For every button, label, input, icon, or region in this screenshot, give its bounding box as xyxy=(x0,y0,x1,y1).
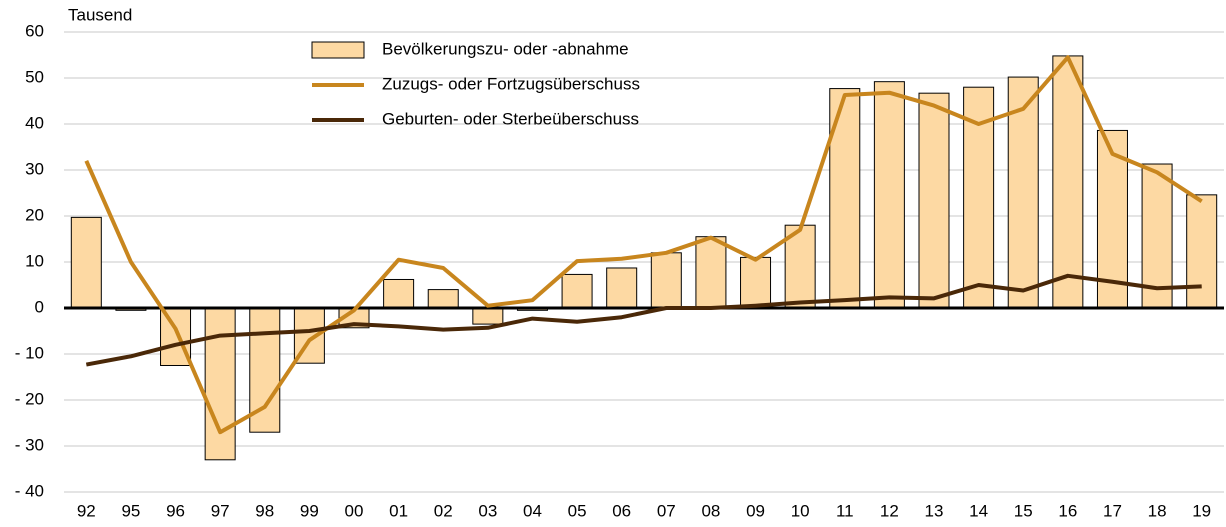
bar xyxy=(427,289,459,309)
x-tick-label: 04 xyxy=(523,501,542,520)
bar xyxy=(918,92,950,309)
bar xyxy=(204,307,236,461)
line xyxy=(85,273,1202,367)
bar xyxy=(606,267,638,309)
y-tick-label: 10 xyxy=(25,251,44,270)
x-tick-label: 17 xyxy=(1103,501,1122,520)
x-tick-label: 92 xyxy=(77,501,96,520)
legend-label: Zuzugs- oder Fortzugsüberschuss xyxy=(382,74,640,93)
x-tick-label: 00 xyxy=(345,501,364,520)
bar xyxy=(383,278,415,309)
legend-swatch xyxy=(311,41,365,59)
x-tick-label: 99 xyxy=(300,501,319,520)
y-tick-label: 0 xyxy=(35,297,44,316)
bar xyxy=(695,236,727,309)
bar xyxy=(784,224,816,309)
y-tick-label: 50 xyxy=(25,67,44,86)
x-tick-label: 95 xyxy=(121,501,140,520)
bar xyxy=(561,273,593,309)
bar xyxy=(1052,55,1084,309)
y-tick-label: - 30 xyxy=(15,435,44,454)
bar xyxy=(472,307,504,325)
x-tick-label: 15 xyxy=(1014,501,1033,520)
x-tick-label: 14 xyxy=(969,501,988,520)
x-tick-label: 12 xyxy=(880,501,899,520)
bar xyxy=(1007,76,1039,309)
y-tick-label: 40 xyxy=(25,113,44,132)
bar xyxy=(873,81,905,309)
x-tick-label: 18 xyxy=(1148,501,1167,520)
x-tick-label: 10 xyxy=(791,501,810,520)
x-tick-label: 11 xyxy=(836,501,854,520)
x-tick-label: 03 xyxy=(478,501,497,520)
y-tick-label: - 20 xyxy=(15,389,44,408)
x-tick-label: 97 xyxy=(211,501,230,520)
x-tick-label: 13 xyxy=(925,501,944,520)
y-tick-label: 30 xyxy=(25,159,44,178)
y-axis-label: Tausend xyxy=(68,5,132,24)
x-tick-label: 08 xyxy=(701,501,720,520)
legend-label: Bevölkerungszu- oder -abnahme xyxy=(382,39,629,58)
x-tick-label: 05 xyxy=(568,501,587,520)
line xyxy=(84,55,1203,435)
x-tick-label: 98 xyxy=(255,501,274,520)
x-tick-label: 19 xyxy=(1192,501,1211,520)
bar xyxy=(70,216,102,309)
y-tick-label: - 40 xyxy=(15,481,44,500)
bar xyxy=(650,252,682,309)
bar xyxy=(1186,194,1218,309)
y-tick-label: 20 xyxy=(25,205,44,224)
x-tick-label: 07 xyxy=(657,501,676,520)
x-tick-label: 02 xyxy=(434,501,453,520)
y-tick-label: 60 xyxy=(25,21,44,40)
x-tick-label: 96 xyxy=(166,501,185,520)
y-tick-label: - 10 xyxy=(15,343,44,362)
x-tick-label: 09 xyxy=(746,501,765,520)
x-tick-label: 06 xyxy=(612,501,631,520)
bar xyxy=(740,256,772,309)
legend-label: Geburten- oder Sterbeüberschuss xyxy=(382,109,639,128)
x-tick-label: 01 xyxy=(389,501,408,520)
x-tick-label: 16 xyxy=(1058,501,1077,520)
